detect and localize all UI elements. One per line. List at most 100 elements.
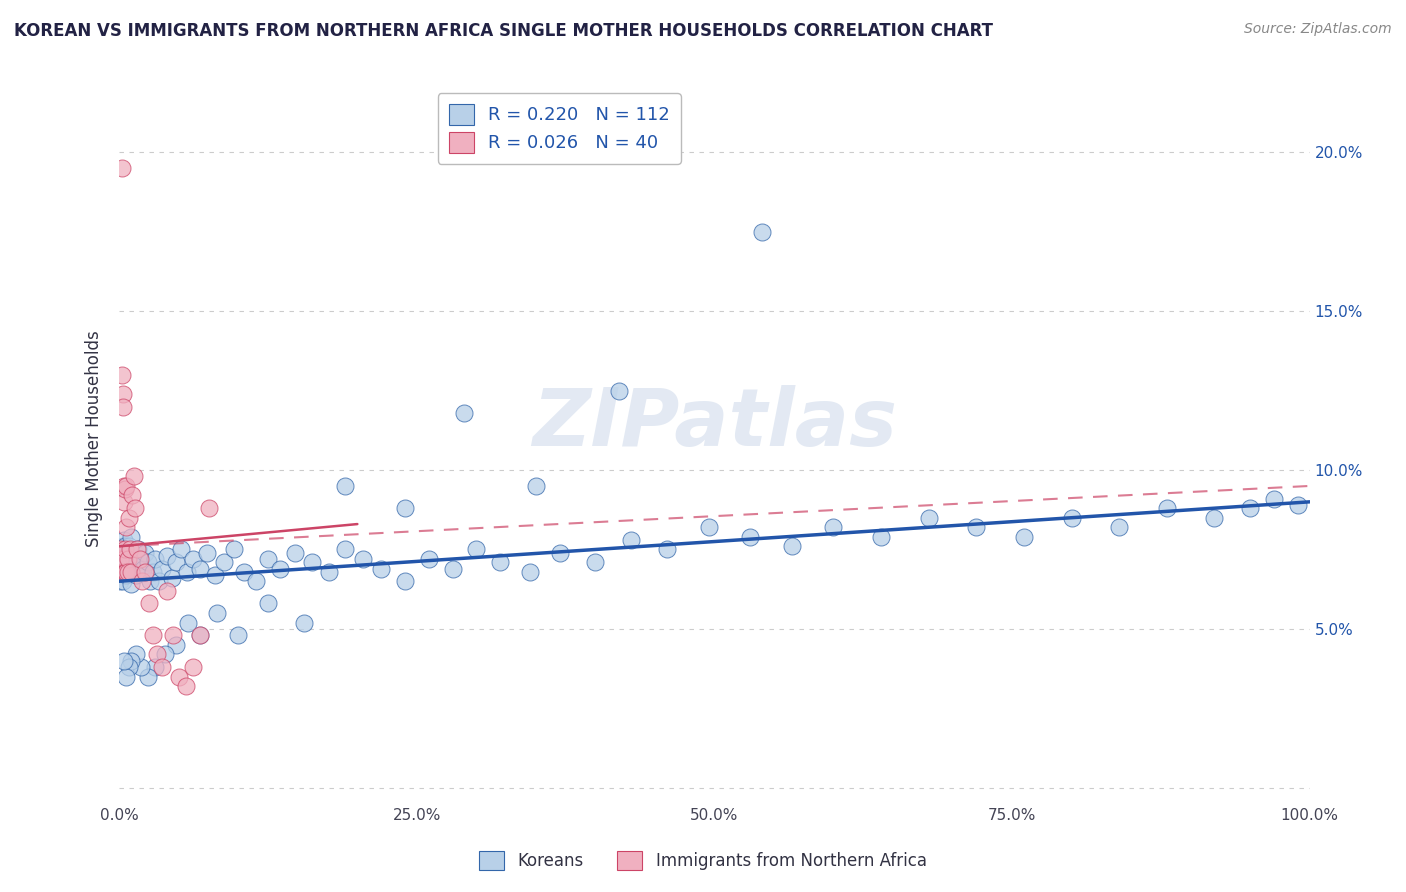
Point [318, 565, 340, 579]
Point [150, 561, 173, 575]
Point [965, 520, 987, 534]
Point [125, 568, 148, 582]
Point [111, 542, 134, 557]
Point [751, 225, 773, 239]
Point [226, 628, 249, 642]
Point [111, 561, 134, 575]
Point [441, 561, 464, 575]
Point [394, 501, 416, 516]
Point [292, 615, 315, 630]
Point [114, 549, 136, 563]
Point [117, 565, 139, 579]
Point [121, 488, 143, 502]
Point [118, 510, 141, 524]
Point [112, 533, 135, 547]
Point [153, 648, 176, 662]
Point [112, 552, 135, 566]
Point [111, 400, 134, 414]
Point [162, 628, 184, 642]
Point [1108, 520, 1130, 534]
Text: Source: ZipAtlas.com: Source: ZipAtlas.com [1244, 22, 1392, 37]
Point [114, 539, 136, 553]
Point [111, 558, 134, 573]
Point [335, 479, 357, 493]
Point [118, 546, 141, 560]
Point [170, 542, 193, 557]
Point [150, 660, 173, 674]
Point [823, 520, 845, 534]
Point [114, 565, 136, 579]
Point [188, 628, 211, 642]
Point [120, 654, 142, 668]
Point [128, 565, 150, 579]
Point [167, 669, 190, 683]
Point [136, 555, 159, 569]
Point [222, 542, 245, 557]
Point [132, 561, 155, 575]
Point [134, 546, 156, 560]
Point [127, 555, 149, 569]
Point [115, 479, 138, 493]
Point [118, 539, 141, 553]
Point [118, 555, 141, 569]
Point [111, 565, 134, 579]
Point [131, 574, 153, 589]
Point [134, 565, 156, 579]
Point [465, 542, 488, 557]
Point [124, 546, 146, 560]
Point [136, 669, 159, 683]
Point [111, 565, 134, 579]
Point [205, 606, 228, 620]
Point [117, 552, 139, 566]
Point [115, 546, 138, 560]
Point [111, 552, 134, 566]
Point [114, 542, 136, 557]
Point [394, 574, 416, 589]
Point [284, 546, 307, 560]
Point [352, 552, 374, 566]
Point [204, 568, 226, 582]
Point [418, 552, 440, 566]
Point [1060, 510, 1083, 524]
Point [111, 387, 134, 401]
Point [127, 542, 149, 557]
Point [156, 549, 179, 563]
Point [111, 565, 134, 579]
Point [115, 565, 138, 579]
Point [146, 648, 169, 662]
Point [129, 660, 152, 674]
Point [177, 615, 200, 630]
Point [115, 558, 138, 573]
Point [111, 539, 134, 553]
Point [110, 552, 132, 566]
Point [174, 679, 197, 693]
Point [112, 555, 135, 569]
Point [165, 638, 187, 652]
Point [138, 597, 160, 611]
Point [697, 520, 720, 534]
Text: KOREAN VS IMMIGRANTS FROM NORTHERN AFRICA SINGLE MOTHER HOUSEHOLDS CORRELATION C: KOREAN VS IMMIGRANTS FROM NORTHERN AFRIC… [14, 22, 993, 40]
Point [111, 161, 134, 176]
Point [127, 542, 149, 557]
Legend: R = 0.220   N = 112, R = 0.026   N = 40: R = 0.220 N = 112, R = 0.026 N = 40 [437, 93, 681, 163]
Point [301, 555, 323, 569]
Point [112, 495, 135, 509]
Point [197, 501, 219, 516]
Point [111, 574, 134, 589]
Point [780, 539, 803, 553]
Point [115, 520, 138, 534]
Point [124, 501, 146, 516]
Point [1286, 498, 1309, 512]
Point [870, 530, 893, 544]
Point [115, 669, 138, 683]
Point [156, 583, 179, 598]
Point [122, 469, 145, 483]
Point [129, 552, 152, 566]
Point [1204, 510, 1226, 524]
Point [110, 542, 132, 557]
Point [519, 565, 541, 579]
Point [148, 574, 170, 589]
Point [740, 530, 762, 544]
Point [115, 568, 138, 582]
Point [114, 565, 136, 579]
